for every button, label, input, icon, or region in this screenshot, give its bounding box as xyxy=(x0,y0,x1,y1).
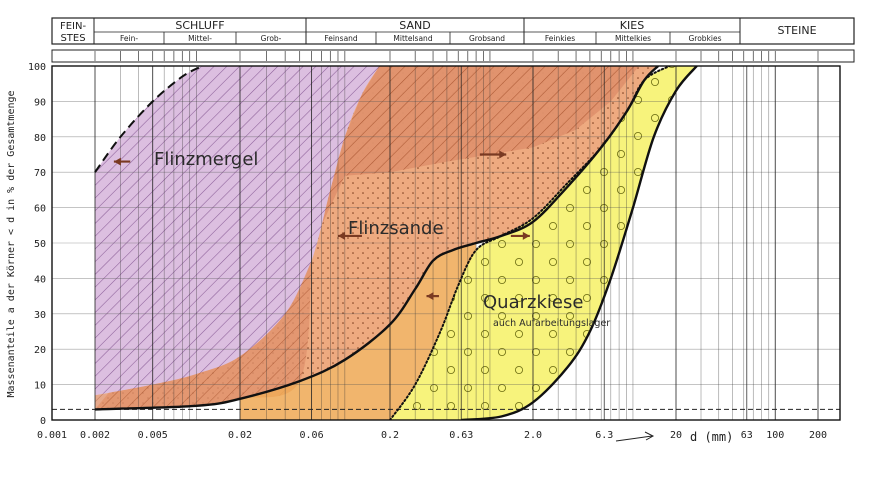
schluff-mittel-label: Mittel- xyxy=(188,34,212,43)
x-tick-label: 0.001 xyxy=(37,430,67,441)
x-tick-label: 20 xyxy=(670,430,682,441)
sand-label: SAND xyxy=(399,19,430,32)
pointer-arrowhead-icon xyxy=(522,231,530,240)
x-tick-label: 63 xyxy=(741,430,753,441)
y-tick-label: 20 xyxy=(34,345,46,356)
pointer-arrowhead-icon xyxy=(337,231,345,240)
mittelkies-label: Mittelkies xyxy=(615,34,651,43)
quarzkiese-annotation: auch Aufarbeitungslager xyxy=(493,318,610,329)
y-tick-label: 10 xyxy=(34,381,46,392)
y-tick-label: 90 xyxy=(34,97,46,108)
sieve-ruler-strip xyxy=(51,49,855,63)
y-tick-label: 100 xyxy=(28,62,46,73)
x-axis-arrow-icon xyxy=(615,435,653,442)
x-axis-label: d (mm) xyxy=(690,430,733,444)
y-tick-label: 70 xyxy=(34,168,46,179)
schluff-label: SCHLUFF xyxy=(175,19,224,32)
x-tick-label: 0.02 xyxy=(228,430,252,441)
area-fines-hatched xyxy=(95,260,312,410)
steine-label: STEINE xyxy=(777,24,816,37)
y-tick-label: 80 xyxy=(34,133,46,144)
pointer-arrowhead-icon xyxy=(426,292,434,301)
series-line-dotted-2 xyxy=(389,66,671,420)
x-tick-label: 2.0 xyxy=(524,430,542,441)
y-tick-label: 30 xyxy=(34,310,46,321)
y-tick-label: 50 xyxy=(34,239,46,250)
x-tick-label: 0.06 xyxy=(300,430,324,441)
plot-area xyxy=(52,66,840,420)
pointer-arrowhead-icon xyxy=(113,157,121,166)
mittelsand-label: Mittelsand xyxy=(393,34,432,43)
feinstes-label-2: STES xyxy=(60,33,85,44)
schluff-fein-label: Fein- xyxy=(120,34,138,43)
x-tick-label: 0.005 xyxy=(138,430,168,441)
area-flinzsande-hatched xyxy=(311,66,639,261)
grid xyxy=(52,66,840,420)
feinstes-label-1: FEIN- xyxy=(60,21,87,32)
y-tick-label: 0 xyxy=(40,416,46,427)
feinkies-label: Feinkies xyxy=(545,34,575,43)
grobsand-label: Grobsand xyxy=(469,34,505,43)
axis-labels: Massenanteile a der Körner < d in % der … xyxy=(6,90,733,444)
grain-size-class-header: FEIN- STES SCHLUFF SAND KIES STEINE Fein… xyxy=(51,17,855,45)
pointer-arrowhead-icon xyxy=(499,150,507,159)
region-labels: Flinzmergel Flinzsande Quarzkiese auch A… xyxy=(154,149,610,329)
y-axis-label: Massenanteile a der Körner < d in % der … xyxy=(6,90,17,397)
series-line-dashed-3 xyxy=(94,66,203,173)
grobkies-label: Grobkies xyxy=(688,34,721,43)
plot-border xyxy=(51,65,841,421)
series-label-quarzkiese: Quarzkiese xyxy=(483,292,583,313)
feinsand-label: Feinsand xyxy=(324,34,358,43)
x-tick-label: 0.63 xyxy=(449,430,473,441)
x-tick-label: 0.002 xyxy=(80,430,110,441)
series-label-flinzsande: Flinzsande xyxy=(348,218,444,239)
x-tick-label: 6.3 xyxy=(595,430,613,441)
y-tick-label: 60 xyxy=(34,204,46,215)
x-tick-label: 100 xyxy=(766,430,784,441)
schluff-grob-label: Grob- xyxy=(261,34,282,43)
x-tick-label: 0.2 xyxy=(381,430,399,441)
plot-frame: 0 10 20 30 40 50 60 70 80 90 100 0.001 0.002 0.005 0.0… xyxy=(28,62,841,441)
x-tick-label: 200 xyxy=(809,430,827,441)
area-flinzmergel xyxy=(95,66,380,396)
series-line-solid-1 xyxy=(461,66,698,420)
x-axis-arrowhead-icon xyxy=(644,431,655,441)
y-tick-label: 40 xyxy=(34,274,46,285)
series-label-flinzmergel: Flinzmergel xyxy=(154,149,258,170)
kies-label: KIES xyxy=(620,19,644,32)
